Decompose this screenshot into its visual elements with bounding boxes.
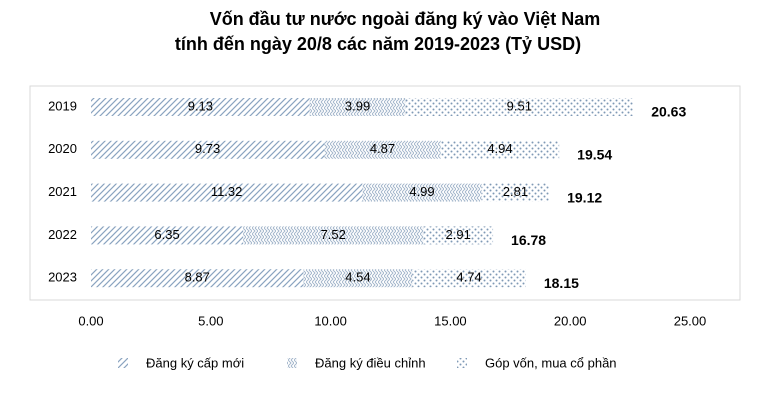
bar xyxy=(481,183,550,202)
bar xyxy=(91,226,244,245)
plot-frame xyxy=(29,85,741,301)
bar xyxy=(362,183,482,202)
bar xyxy=(405,98,634,116)
legend-swatch xyxy=(287,358,297,368)
legend-swatch xyxy=(457,358,467,368)
y-tick-label: 2019 xyxy=(48,98,77,113)
data-label: 11.32 xyxy=(211,184,243,199)
bar xyxy=(91,98,310,116)
x-tick-label: 15.00 xyxy=(434,313,467,328)
chart-subtitle: tính đến ngày 20/8 các năm 2019-2023 (Tỷ… xyxy=(175,34,581,54)
bar xyxy=(440,140,560,159)
data-label: 4.74 xyxy=(456,270,481,285)
bar xyxy=(243,226,424,245)
data-label: 4.87 xyxy=(370,141,395,156)
data-label: 3.99 xyxy=(345,98,370,113)
y-tick-label: 2021 xyxy=(48,184,77,199)
bar xyxy=(324,140,441,159)
x-tick-label: 25.00 xyxy=(674,313,707,328)
bar xyxy=(412,269,526,288)
data-label: 6.35 xyxy=(154,227,179,242)
data-label: 9.13 xyxy=(188,98,213,113)
x-tick-label: 0.00 xyxy=(78,313,103,328)
data-label: 4.54 xyxy=(345,270,370,285)
data-label: 9.51 xyxy=(507,98,532,113)
total-label: 18.15 xyxy=(544,275,579,291)
data-label: 2.81 xyxy=(503,184,528,199)
data-label: 4.99 xyxy=(409,184,434,199)
chart-title: Vốn đầu tư nước ngoài đăng ký vào Việt N… xyxy=(210,9,601,29)
data-label: 2.91 xyxy=(446,227,471,242)
legend-label: Góp vốn, mua cổ phần xyxy=(485,355,617,370)
y-tick-label: 2023 xyxy=(48,270,77,285)
total-label: 19.12 xyxy=(567,189,602,205)
y-tick-label: 2020 xyxy=(48,141,77,156)
bar xyxy=(91,140,325,159)
data-label: 4.94 xyxy=(487,141,512,156)
legend-label: Đăng ký điều chỉnh xyxy=(315,355,426,370)
total-label: 16.78 xyxy=(511,232,546,248)
y-tick-label: 2022 xyxy=(48,227,77,242)
bar xyxy=(91,183,363,202)
x-tick-label: 20.00 xyxy=(554,313,587,328)
x-tick-label: 5.00 xyxy=(198,313,223,328)
x-tick-label: 10.00 xyxy=(314,313,347,328)
total-label: 19.54 xyxy=(577,147,612,163)
data-label: 7.52 xyxy=(321,227,346,242)
legend-label: Đăng ký cấp mới xyxy=(146,355,244,370)
bar xyxy=(303,269,413,288)
data-label: 9.73 xyxy=(195,141,220,156)
bar xyxy=(309,98,406,116)
data-label: 8.87 xyxy=(185,270,210,285)
total-label: 20.63 xyxy=(651,104,686,120)
bar xyxy=(423,226,494,245)
bar xyxy=(91,269,304,288)
legend-swatch xyxy=(118,358,128,368)
